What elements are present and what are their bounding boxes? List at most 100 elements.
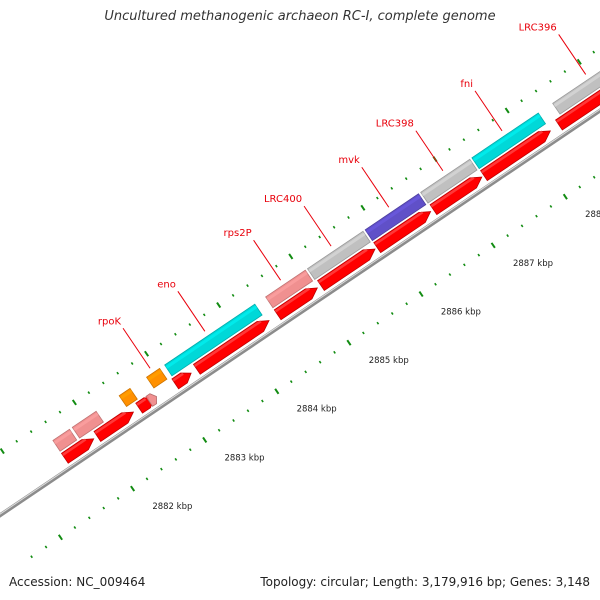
gene-box xyxy=(71,410,104,439)
minor-tick xyxy=(87,391,91,395)
backbone-highlight xyxy=(0,108,600,515)
cds-arrow xyxy=(317,248,376,292)
minor-tick xyxy=(376,321,380,325)
minor-tick xyxy=(592,175,596,179)
major-tick xyxy=(274,388,280,395)
minor-tick xyxy=(30,555,33,559)
genome-summary-text: Topology: circular; Length: 3,179,916 bp… xyxy=(260,575,590,589)
minor-tick xyxy=(333,350,336,354)
cds-arrow-highlight xyxy=(556,91,600,123)
gene-box xyxy=(306,230,371,281)
gene-box-highlight xyxy=(421,160,473,197)
minor-tick xyxy=(520,224,524,228)
minor-tick xyxy=(332,225,336,229)
accession-text: Accession: NC_009464 xyxy=(9,575,146,589)
gene-box-highlight xyxy=(266,271,308,301)
scale-label: 2887 kbp xyxy=(513,259,553,269)
minor-tick xyxy=(58,410,62,414)
minor-tick xyxy=(563,70,567,74)
gene-leader-line xyxy=(415,130,444,172)
minor-tick xyxy=(188,323,192,327)
minor-tick xyxy=(318,360,322,364)
minor-tick xyxy=(101,381,105,385)
minor-tick xyxy=(202,313,206,317)
minor-tick xyxy=(102,506,106,510)
minor-tick xyxy=(303,245,307,249)
minor-tick xyxy=(73,526,77,530)
minor-tick xyxy=(448,147,451,151)
minor-tick xyxy=(491,118,495,122)
cds-arrow-highlight xyxy=(481,130,543,174)
minor-tick xyxy=(159,342,163,346)
cds-arrow xyxy=(273,287,318,321)
cds-arrow-highlight xyxy=(274,287,310,313)
gene-box-highlight xyxy=(53,430,72,445)
gene-label: LRC398 xyxy=(376,119,414,130)
cds-arrow xyxy=(192,320,270,375)
cds-arrow-highlight xyxy=(146,396,150,400)
gene-label: rps2P xyxy=(224,228,252,239)
minor-tick xyxy=(289,380,293,384)
minor-tick xyxy=(434,282,437,286)
minor-tick xyxy=(390,186,394,190)
minor-tick xyxy=(549,79,552,83)
gene-box-highlight xyxy=(308,232,366,273)
major-tick xyxy=(346,339,352,346)
major-tick xyxy=(562,193,568,200)
gene-box-highlight xyxy=(73,412,99,431)
cds-arrow xyxy=(429,176,483,216)
minor-tick xyxy=(261,399,264,403)
minor-tick xyxy=(448,273,452,277)
gene-label: fni xyxy=(460,79,473,90)
major-tick xyxy=(57,534,63,541)
minor-tick xyxy=(145,477,149,481)
map-title: Uncultured methanogenic archaeon RC-I, c… xyxy=(104,9,496,24)
minor-tick xyxy=(246,409,250,413)
minor-tick xyxy=(404,177,408,181)
minor-tick xyxy=(116,496,120,500)
minor-tick xyxy=(462,263,466,267)
gene-box xyxy=(118,387,138,408)
gene-label: eno xyxy=(157,279,176,290)
minor-tick xyxy=(44,420,47,424)
gene-box xyxy=(471,112,547,170)
gene-label: LRC396 xyxy=(519,22,557,33)
minor-tick xyxy=(362,331,365,335)
gene-box xyxy=(164,303,263,377)
minor-tick xyxy=(217,428,221,432)
gene-box-highlight xyxy=(147,369,163,381)
minor-tick xyxy=(44,545,48,549)
gene-leader-line xyxy=(361,166,390,208)
major-tick xyxy=(490,242,496,249)
minor-tick xyxy=(116,371,120,375)
gene-leader-line xyxy=(558,34,587,75)
minor-tick xyxy=(304,370,308,374)
minor-tick xyxy=(130,361,134,365)
major-tick xyxy=(504,107,510,114)
minor-tick xyxy=(160,467,163,471)
gene-box-highlight xyxy=(366,195,422,234)
minor-tick xyxy=(246,284,249,288)
minor-tick xyxy=(535,214,538,218)
cds-arrow-highlight xyxy=(193,320,262,367)
minor-tick xyxy=(419,167,422,171)
major-tick xyxy=(0,447,5,455)
gene-box-highlight xyxy=(165,305,258,369)
major-tick xyxy=(71,399,77,406)
minor-tick xyxy=(318,235,322,239)
cds-arrow xyxy=(93,411,135,442)
gene-box-highlight xyxy=(472,114,541,162)
cds-arrow-highlight xyxy=(136,398,147,406)
major-tick xyxy=(576,58,582,65)
gene-label: rpoK xyxy=(98,316,122,327)
minor-tick xyxy=(231,293,235,297)
scale-label: 2888 kbp xyxy=(585,210,600,220)
minor-tick xyxy=(174,332,177,336)
scale-label: 2886 kbp xyxy=(441,307,481,317)
gene-leader-line xyxy=(122,327,151,369)
minor-tick xyxy=(174,457,178,461)
cds-arrow-highlight xyxy=(94,411,127,435)
major-tick xyxy=(144,350,150,357)
